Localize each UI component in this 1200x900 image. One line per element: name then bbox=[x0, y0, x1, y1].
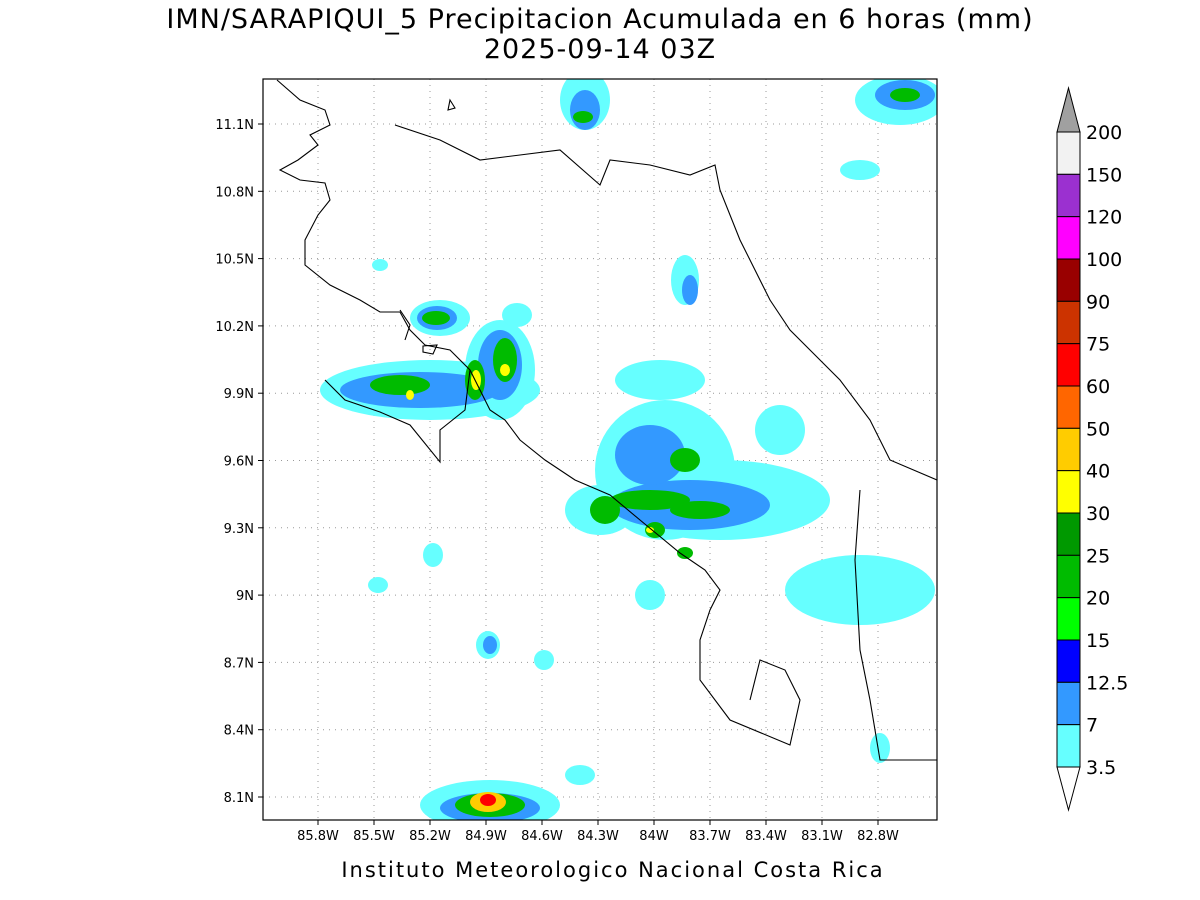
colorbar-box bbox=[1056, 597, 1081, 641]
lat-tick-label: 10.2N bbox=[215, 320, 254, 335]
lon-tick-label: 84W bbox=[639, 829, 669, 844]
lat-tick-label: 8.1N bbox=[224, 791, 254, 806]
colorbar-label: 60 bbox=[1086, 376, 1110, 398]
colorbar-label: 12.5 bbox=[1086, 672, 1128, 694]
title: IMN/SARAPIQUI_5 Precipitacion Acumulada … bbox=[166, 4, 1033, 35]
colorbar-label: 20 bbox=[1086, 588, 1110, 610]
colorbar-label: 3.5 bbox=[1086, 757, 1116, 779]
lat-tick-label: 9.3N bbox=[224, 522, 254, 537]
lat-tick-label: 8.7N bbox=[224, 656, 254, 671]
colorbar-under bbox=[1056, 766, 1081, 812]
colorbar-label: 25 bbox=[1086, 545, 1110, 567]
subtitle: 2025-09-14 03Z bbox=[484, 34, 716, 65]
lon-tick-label: 84.9W bbox=[465, 829, 507, 844]
colorbar-box bbox=[1056, 512, 1081, 556]
colorbar-label: 120 bbox=[1086, 207, 1122, 229]
colorbar-box bbox=[1056, 216, 1081, 260]
lon-tick-label: 85.2W bbox=[409, 829, 451, 844]
lat-tick-label: 10.5N bbox=[215, 253, 254, 268]
lat-tick-label: 9.9N bbox=[224, 387, 254, 402]
colorbar-label: 75 bbox=[1086, 334, 1110, 356]
colorbar-label: 90 bbox=[1086, 291, 1110, 313]
colorbar-label: 7 bbox=[1086, 715, 1098, 737]
colorbar-box bbox=[1056, 131, 1081, 175]
lon-tick-label: 85.5W bbox=[353, 829, 395, 844]
colorbar-label: 100 bbox=[1086, 249, 1122, 271]
lat-tick-label: 9N bbox=[236, 589, 254, 604]
coastlines bbox=[276, 79, 937, 761]
colorbar-box bbox=[1056, 300, 1081, 345]
colorbar-box bbox=[1056, 724, 1081, 768]
colorbar-box bbox=[1056, 470, 1081, 514]
colorbar-box bbox=[1056, 681, 1081, 726]
lon-tick-label: 82.8W bbox=[857, 829, 899, 844]
colorbar-label: 30 bbox=[1086, 503, 1110, 525]
lat-tick-label: 8.4N bbox=[224, 724, 254, 739]
map-area bbox=[258, 78, 938, 825]
precip-peak bbox=[406, 364, 654, 812]
lon-tick-label: 83.7W bbox=[689, 829, 731, 844]
colorbar-box bbox=[1056, 385, 1081, 429]
colorbar-label: 40 bbox=[1086, 461, 1110, 483]
colorbar-box bbox=[1056, 639, 1081, 683]
lon-tick-label: 83.4W bbox=[745, 829, 787, 844]
lon-tick-label: 84.6W bbox=[521, 829, 563, 844]
colorbar-label: 50 bbox=[1086, 418, 1110, 440]
colorbar-box bbox=[1056, 554, 1081, 599]
colorbar-label: 200 bbox=[1086, 122, 1122, 144]
colorbar: 200 150 120 100 90 75 60 50 40 30 25 20 15 12.5 7 3.5 bbox=[1056, 86, 1128, 812]
colorbar-over bbox=[1056, 86, 1081, 133]
lon-tick-label: 85.8W bbox=[297, 829, 339, 844]
colorbar-box bbox=[1056, 173, 1081, 218]
map-frame bbox=[262, 78, 938, 821]
lat-tick-label: 9.6N bbox=[224, 455, 254, 470]
colorbar-box bbox=[1056, 427, 1081, 472]
lat-tick-label: 11.1N bbox=[215, 118, 254, 133]
precip-field bbox=[320, 79, 937, 820]
lon-tick-label: 84.3W bbox=[577, 829, 619, 844]
colorbar-label: 150 bbox=[1086, 164, 1122, 186]
lon-tick-label: 83.1W bbox=[801, 829, 843, 844]
colorbar-box bbox=[1056, 258, 1081, 302]
colorbar-label: 15 bbox=[1086, 630, 1110, 652]
colorbar-box bbox=[1056, 343, 1081, 387]
footer: Instituto Meteorologico Nacional Costa R… bbox=[341, 858, 884, 882]
lat-tick-label: 10.8N bbox=[215, 185, 254, 200]
